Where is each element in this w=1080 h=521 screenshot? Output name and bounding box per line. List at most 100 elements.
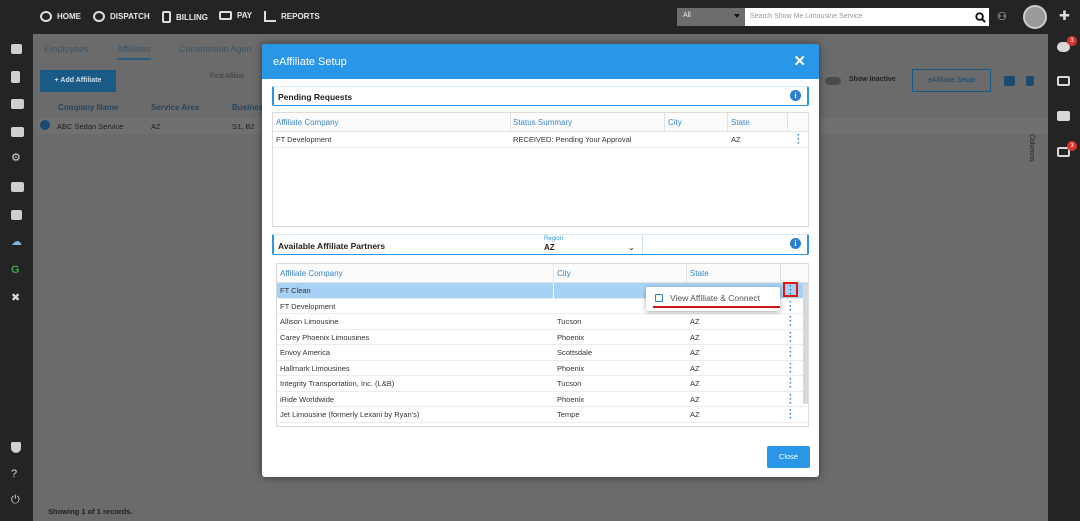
show-inactive-toggle[interactable] <box>825 77 841 85</box>
avatar[interactable] <box>1023 5 1047 29</box>
table-row[interactable]: Integrity Transportation, Inc. (L&B) Tucs… <box>277 374 808 393</box>
info-icon[interactable]: i <box>790 90 801 101</box>
row-actions-kebab-icon[interactable]: · · · <box>789 327 793 347</box>
search-button[interactable] <box>971 8 989 26</box>
calendar-icon[interactable] <box>11 210 22 220</box>
col-city[interactable]: City <box>557 269 571 278</box>
google-icon[interactable]: G <box>11 264 20 276</box>
table-row[interactable]: FT Development · · · <box>277 296 808 316</box>
row-actions-kebab-icon[interactable]: · · · <box>789 312 793 331</box>
annotation-highlight-box <box>783 282 798 297</box>
cell-business: S1, B2 <box>232 122 255 131</box>
add-affiliate-button[interactable]: + Add Affiliate <box>40 70 116 92</box>
bus-icon[interactable] <box>11 182 24 192</box>
inbox-icon[interactable] <box>11 127 24 137</box>
nav-reports[interactable]: REPORTS <box>264 11 320 22</box>
row-context-menu: View Affiliate & Connect <box>646 287 780 311</box>
person-icon[interactable] <box>1026 76 1034 86</box>
col-state[interactable]: State <box>690 269 709 278</box>
records-footer: Showing 1 of 1 records. <box>48 507 133 516</box>
cell-state: AZ <box>690 348 700 357</box>
table-row[interactable]: Envoy America Scottsdale AZ · · · <box>277 343 808 362</box>
truck-icon[interactable] <box>11 99 24 109</box>
col-business[interactable]: Busines <box>232 103 264 112</box>
chart-icon <box>264 11 276 22</box>
tab-affiliates[interactable]: Affiliates <box>117 44 151 60</box>
col-status-summary[interactable]: Status Summary <box>513 118 573 127</box>
tab-employees[interactable]: Employees <box>44 44 89 54</box>
col-affiliate-company[interactable]: Affiliate Company <box>276 118 339 127</box>
info-icon[interactable]: i <box>790 238 801 249</box>
col-city[interactable]: City <box>668 118 682 127</box>
chat-icon[interactable] <box>1057 111 1070 121</box>
table-row[interactable]: Allison Limousine Tucson AZ · · · <box>277 312 808 331</box>
row-actions-kebab-icon[interactable]: · · · <box>789 405 793 424</box>
users-icon[interactable]: ⚇ <box>997 11 1007 23</box>
row-actions-kebab-icon[interactable]: · · · <box>789 296 793 316</box>
table-row[interactable]: Jet Limousine (formerly Lexani by Ryan's… <box>277 405 808 424</box>
row-actions-kebab-icon[interactable]: · · · <box>789 343 793 362</box>
search-scope-select[interactable]: All <box>677 8 745 26</box>
power-icon[interactable]: ⏻ <box>11 494 20 506</box>
gears-icon[interactable]: ⚙ <box>11 152 21 164</box>
tools-icon[interactable]: ✖ <box>11 292 21 304</box>
column-divider <box>664 113 665 131</box>
search-input[interactable]: Search Show Me Limousine Service <box>750 13 863 20</box>
tab-commission-agents[interactable]: Commission Agen <box>179 44 252 54</box>
row-actions-kebab-icon[interactable]: · · · <box>789 374 793 393</box>
scrollbar[interactable] <box>803 284 808 404</box>
cell-state: AZ <box>731 135 741 144</box>
help-icon[interactable]: ? <box>11 468 18 480</box>
row-actions-kebab-icon[interactable]: · · · <box>789 281 793 300</box>
nav-home[interactable]: HOME <box>40 11 81 22</box>
cell-state: AZ <box>690 394 700 404</box>
region-label: Region <box>544 236 564 242</box>
cloud-icon[interactable] <box>1057 42 1070 52</box>
available-partners-title: Available Affiliate Partners <box>278 241 386 251</box>
monitor-icon[interactable] <box>1057 76 1070 86</box>
nav-billing[interactable]: BILLING <box>162 11 208 23</box>
cell-city: Phoenix <box>557 363 585 373</box>
col-service-area[interactable]: Service Area <box>151 103 200 112</box>
col-state[interactable]: State <box>731 118 750 127</box>
table-row[interactable]: Hallmark Limousines Phoenix AZ · · · <box>277 358 808 378</box>
row-actions-kebab-icon[interactable]: · · · <box>797 130 801 149</box>
grid-header: Affiliate Company City State <box>277 264 808 283</box>
list-icon[interactable] <box>1004 76 1015 86</box>
columns-panel-toggle[interactable]: Columns <box>1028 134 1035 162</box>
table-row[interactable]: iRide Worldwide Phoenix AZ · · · <box>277 389 808 409</box>
cell-area: AZ <box>151 122 161 131</box>
cell-company: Hallmark Limousines <box>280 363 350 373</box>
shield-icon[interactable] <box>11 442 21 453</box>
cell-state: AZ <box>690 317 700 326</box>
close-button[interactable]: Close <box>767 446 810 468</box>
inbox-tray-icon[interactable] <box>1057 147 1070 157</box>
cell-city: Phoenix <box>557 332 585 342</box>
cell-company: Integrity Transportation, Inc. (L&B) <box>280 379 395 388</box>
find-affiliate-input[interactable]: Find Affiliat <box>210 73 245 80</box>
close-icon[interactable]: ✕ <box>793 53 806 70</box>
col-company-name[interactable]: Company Name <box>58 103 119 112</box>
view-affiliate-connect-item[interactable]: View Affiliate & Connect <box>670 293 760 303</box>
eaffiliate-setup-button[interactable]: eAffiliate Setup <box>912 69 991 92</box>
table-row[interactable]: FT Development RECEIVED: Pending Your Ap… <box>273 130 808 149</box>
row-actions-kebab-icon[interactable]: · · · <box>789 358 793 378</box>
col-affiliate-company[interactable]: Affiliate Company <box>280 269 343 278</box>
nav-dispatch[interactable]: DISPATCH <box>93 11 150 22</box>
annotation-underline <box>653 306 780 308</box>
chevron-down-icon[interactable]: ⌄ <box>628 243 635 252</box>
table-row[interactable]: Carey Phoenix Limousines Phoenix AZ · · · <box>277 327 808 347</box>
building-icon[interactable] <box>11 71 20 83</box>
globe-icon <box>40 120 50 130</box>
row-actions-kebab-icon[interactable]: · · · <box>789 389 793 409</box>
dialog-title: eAffiliate Setup <box>273 56 347 68</box>
cloud-gear-icon[interactable]: ☁ <box>11 236 22 248</box>
user-icon[interactable] <box>11 44 22 54</box>
receipt-icon <box>162 11 171 23</box>
pin-icon[interactable]: ✚ <box>1059 8 1070 23</box>
cell-company: ABC Sedan Service <box>57 122 124 131</box>
nav-pay[interactable]: PAY <box>219 11 252 20</box>
cell-status: RECEIVED: Pending Your Approval <box>513 135 632 144</box>
search-scope-value: All <box>683 12 691 19</box>
region-select[interactable]: AZ <box>544 243 555 252</box>
